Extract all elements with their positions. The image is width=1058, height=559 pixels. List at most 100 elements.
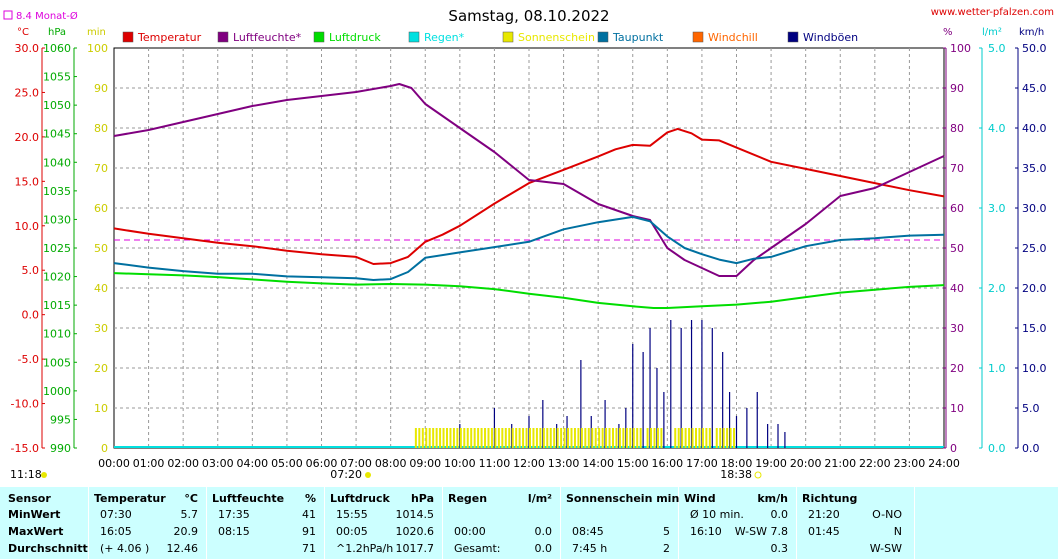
humidity-tick-label: 40 (950, 282, 964, 295)
weather-chart: 30.0 25.0 20.0 15.0 10.0 5.0 0.0 -5.0 -10.0 -15.0… (3, 7, 1054, 481)
stats-header-rain: Regen (448, 492, 488, 505)
sunshine-bar (494, 428, 497, 448)
pressure-tick-label: 1045 (43, 128, 71, 141)
stats-column: Wind km/h Ø 10 min. 0.0 16:10 W-SW 7.8 0.3 (678, 487, 797, 559)
rain-tick-label: 5.0 (988, 42, 1006, 55)
stats-row: 0.3 (678, 541, 796, 557)
sunshine-bar (504, 428, 507, 448)
legend-label: Sonnenschein (518, 31, 595, 44)
sunshine-bar (580, 428, 583, 448)
sunshine-bar (466, 428, 469, 448)
x-tick-label: 03:00 (202, 457, 234, 470)
stats-row: 17:35 41 (206, 507, 324, 523)
pressure-tick-label: 1030 (43, 213, 71, 226)
unit-percent: % (943, 27, 953, 38)
x-tick-label: 12:00 (513, 457, 545, 470)
stats-row: MaxWert (0, 524, 88, 540)
sunshine-bar (518, 428, 521, 448)
sunshine-tick-label: 20 (94, 362, 108, 375)
axes: 30.0 25.0 20.0 15.0 10.0 5.0 0.0 -5.0 -10.0 -15.0… (11, 42, 1047, 470)
x-tick-label: 20:00 (790, 457, 822, 470)
sunshine-bar (560, 428, 563, 448)
x-tick-label: 05:00 (271, 457, 303, 470)
rain-tick-label: 4.0 (988, 122, 1006, 135)
stats-header-temp_unit: °C (184, 492, 198, 505)
x-tick-label: 19:00 (755, 457, 787, 470)
temperature-tick-label: -15.0 (11, 442, 39, 455)
stats-cell-value: 0.0 (770, 508, 789, 521)
sunshine-bar (556, 428, 559, 448)
stats-row: 16:05 20.9 (88, 524, 206, 540)
temperature-tick-label: 25.0 (15, 86, 40, 99)
x-tick-label: 06:00 (306, 457, 338, 470)
legend-label: Windböen (803, 31, 858, 44)
sunshine-bar (612, 428, 614, 448)
x-tick-label: 23:00 (894, 457, 926, 470)
sunshine-tick-label: 0 (101, 442, 108, 455)
sunshine-bar (701, 428, 704, 448)
sunshine-bar (698, 428, 701, 448)
stats-header-hum_unit: % (304, 492, 316, 505)
sunshine-bar (573, 428, 576, 448)
sunshine-bar (435, 428, 438, 448)
legend-swatch (408, 31, 420, 43)
stats-cell-time: (+ 4.06 ) (100, 542, 150, 555)
x-tick-label: 24:00 (928, 457, 960, 470)
x-tick-label: 04:00 (236, 457, 268, 470)
pressure-tick-label: 1005 (43, 356, 71, 369)
stats-column: Temperatur °C 07:30 5.7 16:05 20.9 (+ 4.06 ) 12… (88, 487, 207, 559)
sunshine-bar (688, 428, 691, 448)
legend-label: Taupunkt (612, 31, 664, 44)
temperature-tick-label: 5.0 (22, 264, 40, 277)
stats-cell-value: 71 (302, 542, 316, 555)
humidity-tick-label: 10 (950, 402, 964, 415)
sunshine-tick-label: 100 (87, 42, 108, 55)
stats-row: 00:05 1020.6 (324, 524, 442, 540)
pressure-tick-label: 1010 (43, 328, 71, 341)
x-tick-label: 08:00 (375, 457, 407, 470)
wind-tick-label: 30.0 (1022, 202, 1047, 215)
stats-row-label: MinWert (8, 508, 61, 521)
wind-tick-label: 5.0 (1022, 402, 1040, 415)
temperature-tick-label: 15.0 (15, 175, 40, 188)
unit-hpa: hPa (48, 27, 66, 38)
stats-row: Durchschnitt (0, 541, 88, 557)
x-tick-label: 00:00 (98, 457, 130, 470)
stats-cell-value: 5 (663, 525, 670, 538)
stats-header-press_unit: hPa (410, 492, 434, 505)
x-tick-label: 09:00 (409, 457, 441, 470)
stats-cell-time: 16:10 (690, 525, 722, 538)
stats-cell-value: 0.3 (770, 542, 789, 555)
sunshine-tick-label: 70 (94, 162, 108, 175)
x-tick-label: 11:00 (479, 457, 511, 470)
pressure-tick-label: 1000 (43, 385, 71, 398)
sunshine-bar (484, 428, 487, 448)
stats-row: W-SW (796, 541, 914, 557)
sunshine-bar (733, 428, 736, 448)
humidity-tick-label: 30 (950, 322, 964, 335)
sunshine-bar (587, 428, 590, 448)
stats-table: Sensor MinWert MaxWert Durchschnitt Temperat… (0, 487, 1058, 559)
humidity-tick-label: 50 (950, 242, 964, 255)
now-sun-icon (41, 472, 47, 478)
temperature-tick-label: 10.0 (15, 220, 40, 233)
stats-cell-time: 08:15 (218, 525, 250, 538)
sunshine-bar (542, 428, 545, 448)
sunshine-bar (477, 428, 480, 448)
sunshine-bar (605, 428, 608, 448)
wind-tick-label: 0.0 (1022, 442, 1040, 455)
wind-tick-label: 45.0 (1022, 82, 1047, 95)
sunrise-time: 07:20 (330, 468, 362, 481)
stats-cell-value: 0.0 (534, 525, 553, 538)
sunshine-bar (546, 428, 549, 448)
sunshine-bar (677, 428, 680, 448)
stats-cell-time: 00:00 (454, 525, 486, 538)
stats-cell-value: 12.46 (166, 542, 199, 555)
stats-cell-value: 1017.7 (395, 542, 435, 555)
sunshine-bar (695, 428, 697, 448)
sunshine-bar (632, 428, 635, 448)
sunshine-bar (480, 428, 483, 448)
sunshine-bar (715, 428, 718, 448)
unit-rain: l/m² (982, 27, 1002, 38)
grid (113, 47, 945, 449)
